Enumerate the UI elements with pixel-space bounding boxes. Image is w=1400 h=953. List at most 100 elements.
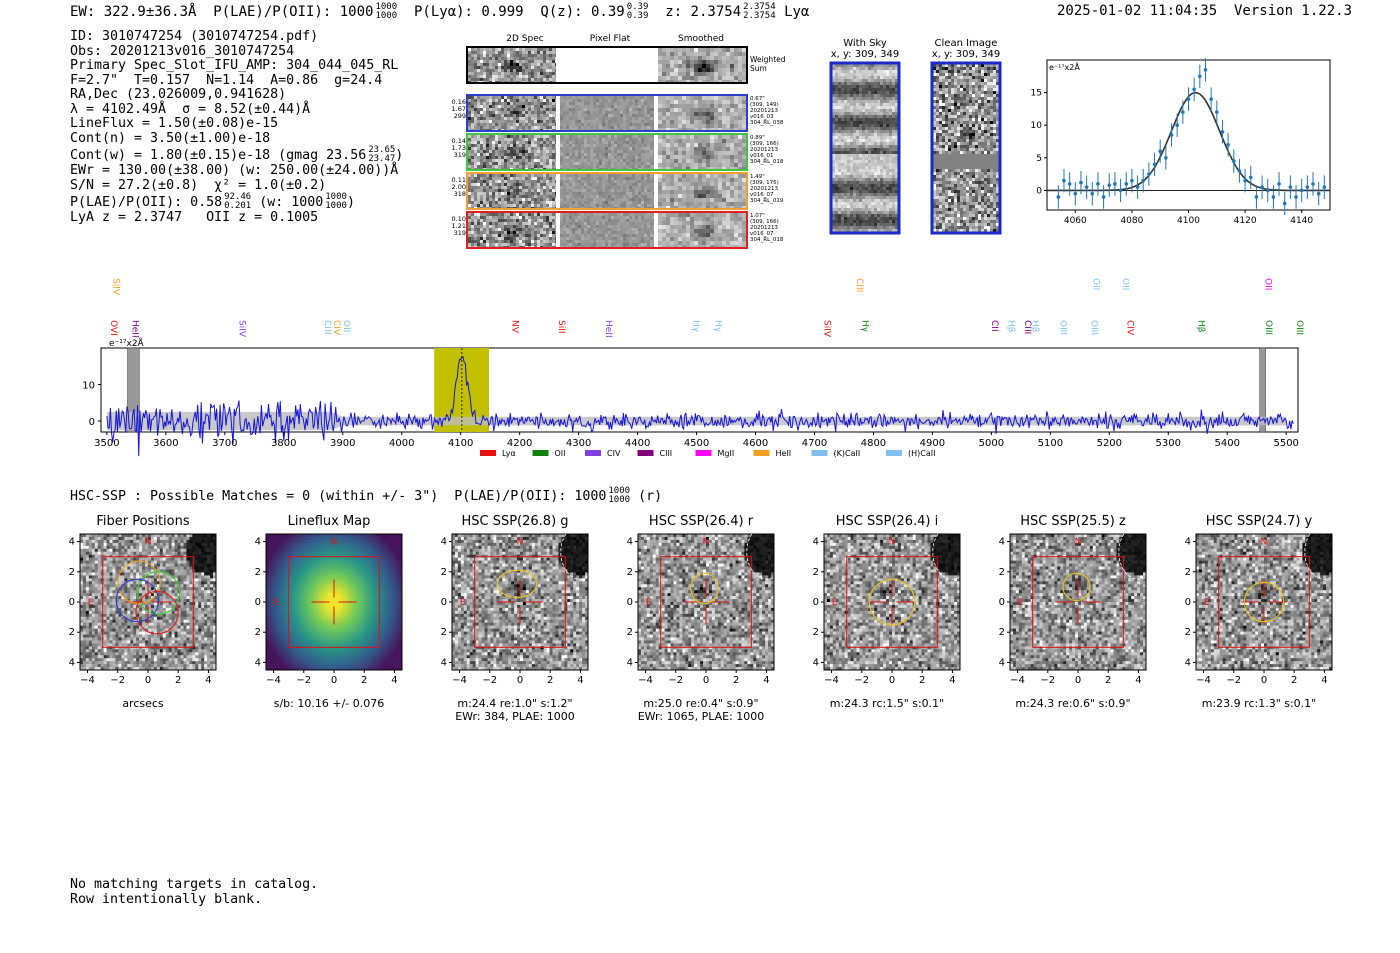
north-label: N <box>331 538 338 548</box>
spec-xtick-label: 4100 <box>448 438 473 449</box>
spec-xtick-label: 5200 <box>1097 438 1122 449</box>
with-sky-title: With Sky x, y: 309, 349 <box>820 38 910 60</box>
zoom-data-point <box>1158 149 1162 154</box>
info-obs: Obs: 20201213v016_3010747254 <box>70 44 403 60</box>
cutout-xtick-label: −4 <box>824 675 839 686</box>
stamp-row-fiber <box>466 172 748 210</box>
zoom-plot-frame <box>1046 59 1331 211</box>
spec-xtick-label: 5100 <box>1038 438 1063 449</box>
aperture-box <box>474 556 566 648</box>
cutout-xtick-label: −4 <box>80 675 95 686</box>
spec-xtick-label: 4300 <box>566 438 591 449</box>
cutout-xtick-label: 0 <box>331 675 337 686</box>
source-ellipse <box>868 578 916 626</box>
cutout-xtick-label: −2 <box>668 675 683 686</box>
legend-item: MgII <box>695 449 734 458</box>
cutout-xtick-label: 4 <box>391 675 397 686</box>
cutout-image: N E −4 −4 −2 −2 0 0 2 2 4 4 <box>68 533 217 686</box>
cutout-xtick-label: 0 <box>703 675 709 686</box>
legend-item: (K)CaII <box>811 449 860 458</box>
stamp-row-fiber <box>466 133 748 171</box>
cutout-image: N E −4 −4 −2 −2 0 0 2 2 4 4 <box>254 533 403 686</box>
spectral-line-label: Hγ <box>859 320 869 333</box>
stamp-row-weighted-sum <box>466 46 748 84</box>
masked-region <box>127 347 140 433</box>
spec-xtick-label: 4000 <box>389 438 414 449</box>
zoom-ytick-label: 10 <box>1031 121 1043 131</box>
zoom-ytick-label: 5 <box>1036 154 1042 164</box>
line-fit-chart: 0 5 10 15 4060 4080 4100 4120 4140 e⁻¹⁷x2Å <box>1031 58 1331 226</box>
cutout-ytick-label: 2 <box>69 567 75 578</box>
cutout-ytick-label: 4 <box>813 537 819 548</box>
info-contn: Cont(n) = 3.50(±1.00)e-18 <box>70 131 403 147</box>
cutout-ytick-label: 4 <box>69 537 75 548</box>
spec-xtick-label: 5400 <box>1215 438 1240 449</box>
with-sky-image <box>829 61 901 235</box>
cutout-title: HSC SSP(26.8) g <box>440 514 590 529</box>
zoom-data-point <box>1135 185 1140 189</box>
stamp-pixels <box>468 96 746 132</box>
spectral-line-label: CIII <box>1022 320 1032 334</box>
east-label: E <box>1204 598 1210 608</box>
cutout-title: HSC SSP(26.4) i <box>812 514 962 529</box>
stamp-title-smoothed: Smoothed <box>676 34 726 44</box>
stamp-left-values: 0.10 1.21 319 <box>440 216 466 237</box>
cutout-caption: s/b: 10.16 +/- 0.076 <box>254 697 404 710</box>
stamp-right-info: 0.89" (309, 166) 20201213 v016_01 304_RL… <box>750 135 783 165</box>
spec-ytick-label: 0 <box>89 417 95 428</box>
cutout-caption: m:23.9 rc:1.3" s:0.1" <box>1184 697 1334 710</box>
spectral-line-label: OIII <box>1263 320 1273 335</box>
spectral-line-label: CIV <box>331 320 341 336</box>
zoom-data-point <box>1107 183 1112 188</box>
cutout-ytick-label: −2 <box>440 627 447 638</box>
zoom-ytick-label: 15 <box>1031 89 1042 99</box>
cutout-ytick-label: 2 <box>813 567 819 578</box>
spectral-line-label: Hγ <box>712 320 722 333</box>
zoom-xtick-label: 4080 <box>1120 216 1143 226</box>
footer-line1: No matching targets in catalog. <box>70 877 318 892</box>
cutout-ytick-label: 2 <box>1185 567 1191 578</box>
cutout-ytick-label: 0 <box>813 597 819 608</box>
zoom-data-point <box>1209 97 1213 101</box>
cutout-ytick-label: 0 <box>999 597 1005 608</box>
stamp-pixels <box>468 135 746 171</box>
cutout-caption: EWr: 384, PLAE: 1000 <box>440 710 590 723</box>
source-ellipse <box>690 572 719 605</box>
info-sn: S/N = 27.2(±0.8) χ² = 1.0(±0.2) <box>70 178 403 194</box>
cutout-ytick-label: 0 <box>441 597 447 608</box>
cutout-xtick-label: 2 <box>361 675 367 686</box>
header-plae-frac: 1000 1000 <box>375 3 397 21</box>
zoom-data-point <box>1243 178 1247 183</box>
stamp-right-info: 0.67" (309, 149) 20201213 v016_03 304_RL… <box>750 96 783 126</box>
zoom-xtick-label: 4140 <box>1290 216 1313 226</box>
spectral-line-label: CIII <box>854 278 864 292</box>
cutout-panel-flux: Lineflux Map N E −4 −4 −2 −2 0 0 2 2 4 4 s/b: 10.16 +… <box>254 512 404 712</box>
cutout-xtick-label: 2 <box>1105 675 1111 686</box>
info-lineflux: LineFlux = 1.50(±0.08)e-15 <box>70 116 403 132</box>
cutout-panel-fiber: Fiber Positions N E −4 −4 −2 −2 0 0 2 2 4 4 arcsecs <box>68 512 218 712</box>
aperture-box <box>846 556 938 648</box>
legend-item: Lyα <box>480 449 516 458</box>
cutout-image: N E −4 −4 −2 −2 0 0 2 2 4 4 <box>626 532 776 686</box>
zoom-data-point <box>1096 182 1100 186</box>
cutout-xtick-label: 4 <box>1135 675 1141 686</box>
zoom-data-point <box>1181 110 1185 114</box>
source-ellipse <box>1062 572 1091 602</box>
spectral-line-label: OIII <box>1089 320 1099 335</box>
spectral-line-label: OIII <box>1294 320 1304 335</box>
cutout-caption: m:25.0 re:0.4" s:0.9" <box>626 697 776 710</box>
stamp-row-fiber <box>466 211 748 249</box>
hsc-summary: HSC-SSP : Possible Matches = 0 (within +… <box>70 487 662 505</box>
spec-unit-label: e⁻¹⁷x2Å <box>109 337 145 349</box>
zoom-data-point <box>1141 178 1146 183</box>
spectral-line-label: OVI <box>108 320 118 336</box>
zoom-data-point <box>1265 188 1270 193</box>
zoom-data-point <box>1079 180 1083 185</box>
zoom-unit-label: e⁻¹⁷x2Å <box>1049 61 1080 72</box>
zoom-data-point <box>1056 195 1061 199</box>
spectral-line-label: Hβ <box>1030 320 1040 333</box>
stamp-right-info: 1.49" (309, 175) 20201213 v016_07 304_RL… <box>750 174 783 204</box>
cutout-ytick-label: −4 <box>68 657 75 668</box>
zoom-data-point <box>1271 195 1276 199</box>
